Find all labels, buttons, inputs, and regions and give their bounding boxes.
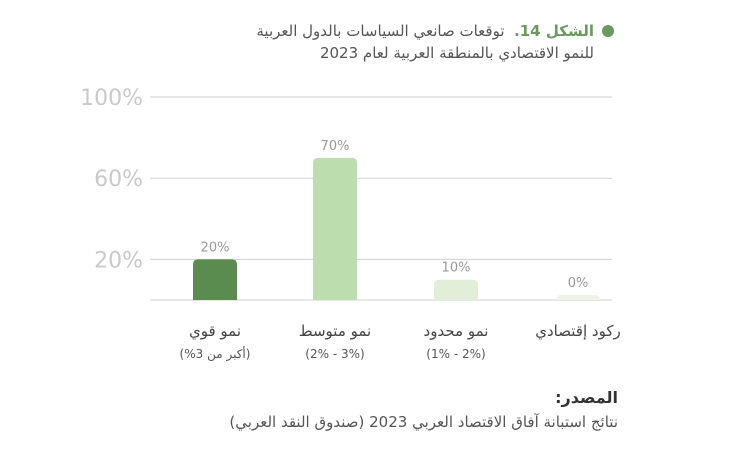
category-label: نمو قوي — [189, 322, 241, 341]
y-tick-label: 60% — [94, 167, 143, 192]
data-label: 20% — [201, 240, 230, 255]
category-sublabel: (أكبر من 3%) — [180, 346, 251, 362]
bar-chart: 20% 60% 100% 20% نمو قوي (أكبر من 3%) 70% نمو م… — [80, 86, 621, 362]
bar-1 — [193, 259, 237, 300]
data-label: 10% — [442, 261, 471, 276]
chart-title-line1: الشكل 14. توقعات صانعي السياسات بالدول ا… — [54, 20, 614, 42]
source: المصدر: نتائج استبانة آفاق الاقتصاد العر… — [229, 386, 618, 434]
source-text: نتائج استبانة آفاق الاقتصاد العربي 2023 … — [229, 413, 618, 431]
category-sublabel: (2% - 1%) — [426, 347, 485, 361]
title-text-line1: توقعات صانعي السياسات بالدول العربية — [256, 22, 505, 40]
data-label: 70% — [321, 139, 350, 154]
y-tick-label: 20% — [94, 248, 143, 273]
chart-title: الشكل 14. توقعات صانعي السياسات بالدول ا… — [54, 20, 614, 64]
data-label: 0% — [568, 276, 589, 291]
bar-4 — [556, 295, 600, 300]
bar-2 — [313, 157, 357, 300]
bar-3 — [434, 279, 478, 300]
source-label: المصدر: — [555, 388, 618, 407]
category-label: ركود إقتصادي — [535, 322, 620, 341]
y-tick-label: 100% — [80, 86, 143, 111]
category-sublabel: (3% - 2%) — [305, 347, 364, 361]
title-text-line2: للنمو الاقتصادي بالمنطقة العربية لعام 20… — [319, 44, 594, 62]
bullet-icon — [602, 25, 614, 37]
figure-number: الشكل 14. — [514, 22, 594, 40]
category-label: نمو محدود — [424, 322, 489, 340]
category-label: نمو متوسط — [299, 322, 371, 340]
